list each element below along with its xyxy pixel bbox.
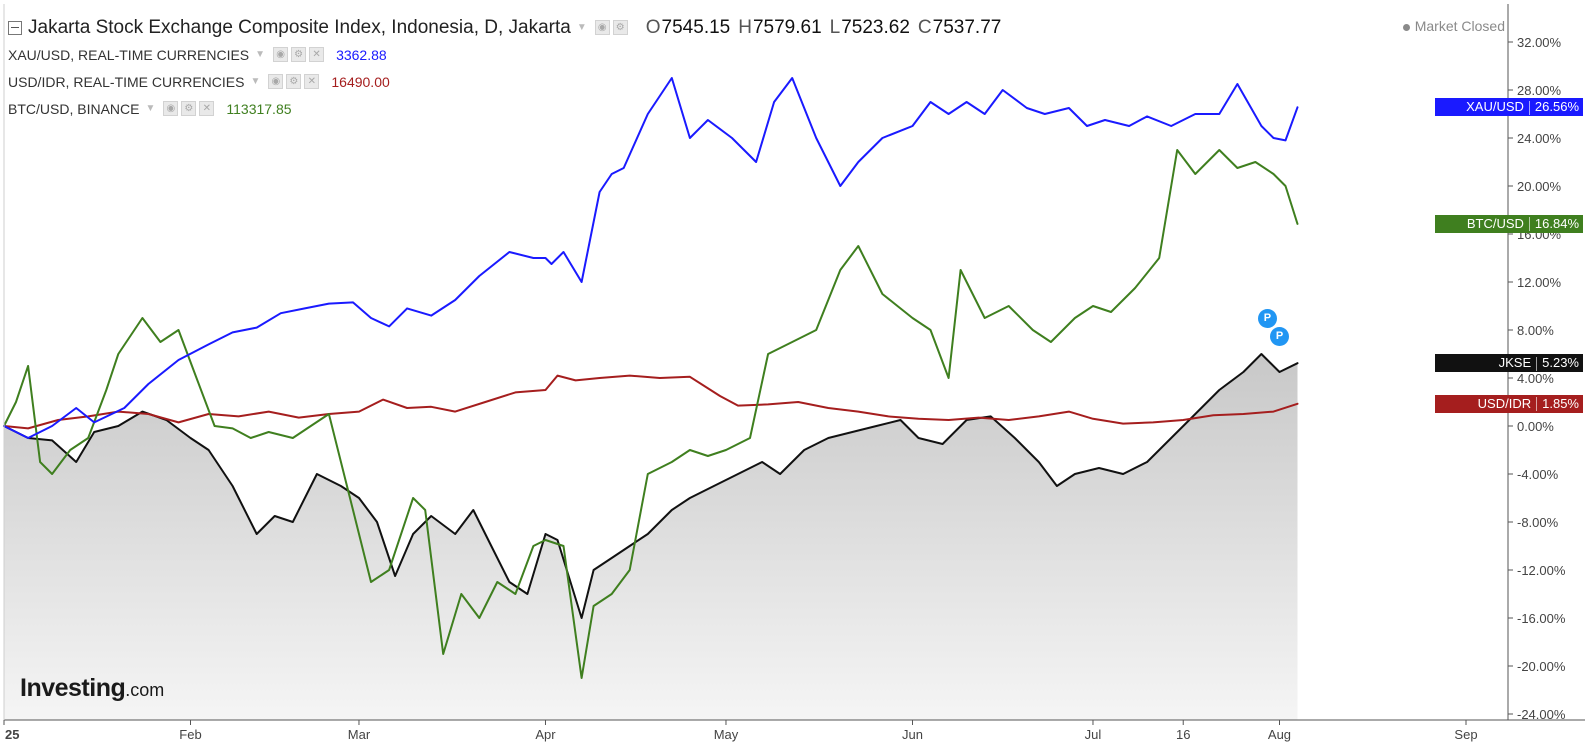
logo-sub-text: .com — [125, 680, 165, 700]
x-tick-label: May — [714, 727, 739, 742]
series-line-btcusd — [3, 149, 1299, 679]
high-value: 7579.61 — [752, 16, 822, 38]
event-marker-p[interactable]: P — [1257, 308, 1277, 328]
market-status: Market Closed — [1402, 18, 1505, 34]
btcusd-dropdown-caret-icon[interactable]: ▼ — [145, 103, 156, 114]
logo-main-text: Investing — [20, 674, 126, 702]
last-value-tag-xauusd: XAU/USD 26.56% — [1435, 98, 1583, 117]
tag-series-name: BTC/USD — [1466, 215, 1524, 231]
xauusd-dropdown-caret-icon[interactable]: ▼ — [255, 49, 266, 60]
event-marker-p[interactable]: P — [1269, 326, 1289, 346]
y-tick-label: 20.00% — [1517, 179, 1562, 194]
x-tick-label: 16 — [1176, 727, 1190, 742]
usdidr-tools: ◉ ⚙ ✕ — [268, 74, 320, 89]
status-dot-icon — [1402, 23, 1410, 31]
gear-icon[interactable]: ⚙ — [286, 74, 302, 89]
tag-series-value: 16.84% — [1534, 215, 1579, 231]
last-value-tag-btcusd: BTC/USD 16.84% — [1435, 214, 1583, 233]
series-line-jkse — [3, 353, 1299, 619]
x-tick-label: Apr — [535, 727, 556, 742]
eye-icon[interactable]: ◉ — [268, 74, 284, 89]
tag-separator — [1536, 397, 1538, 412]
y-tick-label: -12.00% — [1517, 563, 1566, 578]
eye-icon[interactable]: ◉ — [594, 20, 610, 35]
y-tick-label: 28.00% — [1517, 83, 1562, 98]
tag-separator — [1528, 217, 1530, 232]
jkse-area — [4, 354, 1298, 720]
legend-row-btcusd: BTC/USD, BINANCE ▼ ◉ ⚙ ✕ 113317.85 — [8, 95, 1001, 122]
tag-separator — [1536, 356, 1538, 371]
y-tick-label: -16.00% — [1517, 611, 1566, 626]
y-tick-label: 0.00% — [1517, 419, 1554, 434]
legend-label-xauusd: XAU/USD, REAL-TIME CURRENCIES — [8, 46, 250, 63]
eye-icon[interactable]: ◉ — [163, 101, 179, 116]
last-value-tag-usdidr: USD/IDR 1.85% — [1435, 394, 1583, 413]
open-label: O — [645, 16, 661, 38]
y-tick-label: 8.00% — [1517, 323, 1554, 338]
legend-value-btcusd: 113317.85 — [226, 100, 292, 117]
low-value: 7523.62 — [841, 16, 910, 38]
open-value: 7545.15 — [661, 16, 731, 38]
gear-icon[interactable]: ⚙ — [181, 101, 197, 116]
series-line-xauusd — [3, 77, 1299, 439]
close-icon[interactable]: ✕ — [304, 74, 320, 89]
tag-series-name: JKSE — [1498, 355, 1532, 371]
legend-main-row: Jakarta Stock Exchange Composite Index, … — [8, 14, 1001, 41]
last-value-tag-jkse: JKSE 5.23% — [1435, 354, 1583, 373]
title-dropdown-caret-icon[interactable]: ▼ — [576, 22, 587, 33]
tag-series-name: USD/IDR — [1477, 395, 1532, 411]
x-tick-label: Sep — [1454, 727, 1477, 742]
legend-row-usdidr: USD/IDR, REAL-TIME CURRENCIES ▼ ◉ ⚙ ✕ 16… — [8, 68, 1001, 95]
y-tick-label: -4.00% — [1517, 467, 1559, 482]
x-tick-label: Aug — [1268, 727, 1291, 742]
y-tick-label: 32.00% — [1517, 35, 1562, 50]
usdidr-dropdown-caret-icon[interactable]: ▼ — [250, 76, 261, 87]
investing-logo: Investing.com — [20, 674, 164, 703]
collapse-legend-icon[interactable] — [8, 20, 22, 35]
close-icon[interactable]: ✕ — [199, 101, 215, 116]
x-tick-label: 25 — [5, 727, 19, 742]
legend: Jakarta Stock Exchange Composite Index, … — [8, 14, 1001, 122]
legend-value-usdidr: 16490.00 — [331, 73, 390, 90]
y-tick-label: 12.00% — [1517, 275, 1562, 290]
low-label: L — [829, 16, 841, 38]
gear-icon[interactable]: ⚙ — [291, 47, 307, 62]
x-tick-label: Feb — [179, 727, 201, 742]
tag-series-name: XAU/USD — [1466, 99, 1524, 115]
y-tick-label: -24.00% — [1517, 707, 1566, 722]
tag-separator — [1528, 100, 1530, 115]
chart-title: Jakarta Stock Exchange Composite Index, … — [28, 16, 571, 38]
x-tick-label: Jul — [1085, 727, 1102, 742]
x-tick-label: Jun — [902, 727, 923, 742]
tag-series-value: 1.85% — [1542, 395, 1579, 411]
close-icon[interactable]: ✕ — [309, 47, 325, 62]
gear-icon[interactable]: ⚙ — [612, 20, 628, 35]
legend-label-usdidr: USD/IDR, REAL-TIME CURRENCIES — [8, 73, 245, 90]
tag-series-value: 5.23% — [1542, 355, 1579, 371]
series-line-usdidr — [3, 374, 1299, 430]
legend-label-btcusd: BTC/USD, BINANCE — [8, 100, 140, 117]
main-series-tools: ◉ ⚙ — [594, 20, 628, 35]
legend-row-xauusd: XAU/USD, REAL-TIME CURRENCIES ▼ ◉ ⚙ ✕ 33… — [8, 41, 1001, 68]
tag-series-value: 26.56% — [1534, 99, 1579, 115]
y-tick-label: -20.00% — [1517, 659, 1566, 674]
xauusd-tools: ◉ ⚙ ✕ — [273, 47, 325, 62]
btcusd-tools: ◉ ⚙ ✕ — [163, 101, 215, 116]
y-tick-label: 4.00% — [1517, 371, 1554, 386]
close-value: 7537.77 — [932, 16, 1002, 38]
jkse-area-layer — [4, 354, 1298, 720]
high-label: H — [738, 16, 752, 38]
series-lines-layer — [3, 77, 1299, 679]
axes-layer: 32.00%28.00%24.00%20.00%16.00%12.00%8.00… — [3, 4, 1585, 742]
eye-icon[interactable]: ◉ — [273, 47, 289, 62]
x-tick-label: Mar — [348, 727, 371, 742]
y-tick-label: 24.00% — [1517, 131, 1562, 146]
close-label: C — [917, 16, 932, 38]
y-tick-label: -8.00% — [1517, 515, 1559, 530]
market-status-text: Market Closed — [1414, 18, 1505, 34]
legend-value-xauusd: 3362.88 — [336, 46, 387, 63]
